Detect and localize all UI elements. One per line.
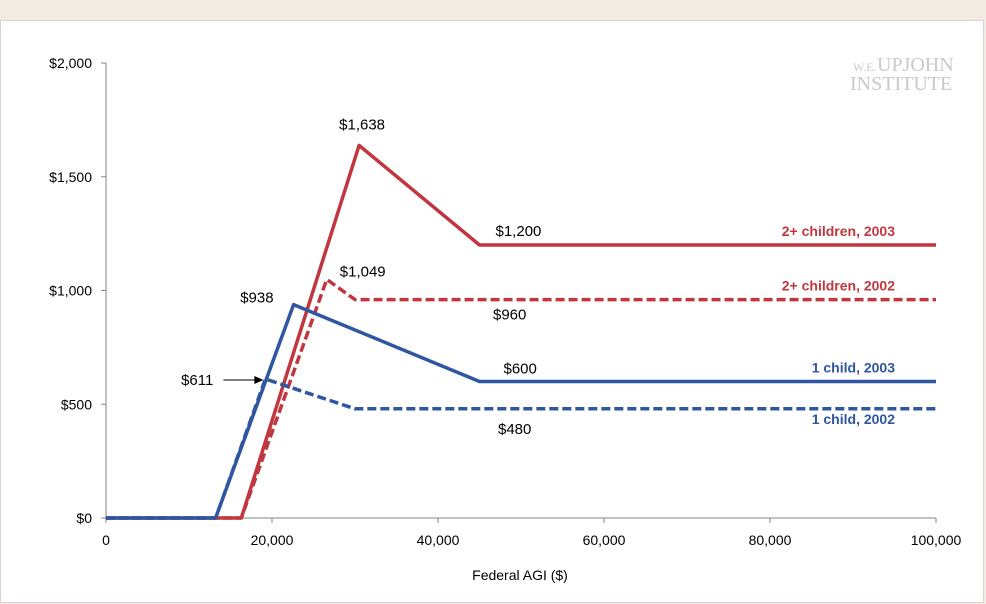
x-tick-label: 20,000 <box>251 532 294 548</box>
watermark-line2: INSTITUTE <box>850 73 952 95</box>
data-label: $960 <box>493 307 526 324</box>
series-line-1-child-2002 <box>106 377 936 520</box>
data-label: $480 <box>498 421 531 438</box>
series-label: 2+ children, 2003 <box>782 223 895 239</box>
data-label: $1,200 <box>496 223 542 240</box>
y-tick-label: $2,000 <box>49 55 92 71</box>
y-tick-label: $1,500 <box>49 169 92 185</box>
data-label: $1,638 <box>339 116 385 133</box>
data-label: $1,049 <box>340 263 386 280</box>
series-labels: 2+ children, 2003 2+ children, 2002 1 chil… <box>782 223 895 427</box>
data-label: $600 <box>504 361 537 378</box>
annotation-arrow-head <box>254 375 264 384</box>
y-tick-label: $0 <box>76 510 92 526</box>
chart-frame: W.E. UPJOHN INSTITUTE $0 $500 $1,000 $1,500… <box>0 20 984 603</box>
series-label: 1 child, 2003 <box>812 360 895 376</box>
series-line-2-children-2002 <box>106 277 936 520</box>
x-tick-label: 60,000 <box>583 532 626 548</box>
data-label: $938 <box>240 290 273 307</box>
data-annotations: $1,638 $1,200 $1,049 $960 $938 $600 $611 $480 <box>181 116 541 437</box>
line-chart: W.E. UPJOHN INSTITUTE $0 $500 $1,000 $1,500… <box>49 54 961 583</box>
y-tick-label: $1,000 <box>49 283 92 299</box>
axes: $0 $500 $1,000 $1,500 $2,000 0 20,000 40,000 60,… <box>49 55 961 548</box>
watermark-line1: UPJOHN <box>877 54 954 76</box>
x-tick-label: 40,000 <box>417 532 460 548</box>
data-label: $611 <box>181 372 213 389</box>
x-axis-title: Federal AGI ($) <box>472 567 568 583</box>
series-label: 2+ children, 2002 <box>782 278 895 294</box>
series-line-2-children-2003 <box>106 143 936 520</box>
upjohn-institute-logo: W.E. UPJOHN INSTITUTE <box>850 54 954 95</box>
y-tick-label: $500 <box>61 396 92 412</box>
x-tick-label: 0 <box>102 532 110 548</box>
x-tick-label: 100,000 <box>911 532 962 548</box>
x-tick-label: 80,000 <box>749 532 792 548</box>
series-label: 1 child, 2002 <box>812 411 895 427</box>
watermark-prefix: W.E. <box>853 60 877 74</box>
series-lines <box>106 143 936 520</box>
